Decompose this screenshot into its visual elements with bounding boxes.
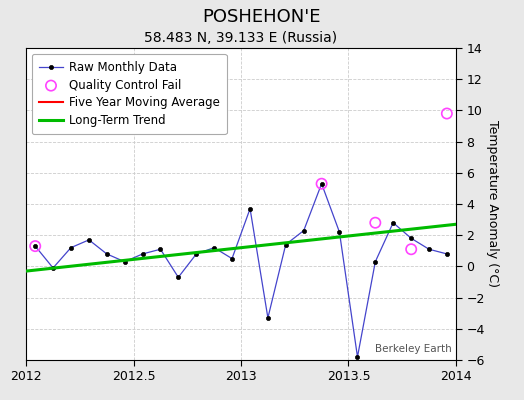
Quality Control Fail	[371, 220, 379, 226]
Raw Monthly Data	[211, 245, 217, 250]
Raw Monthly Data	[372, 259, 378, 264]
Raw Monthly Data	[104, 252, 110, 256]
Raw Monthly Data	[444, 252, 450, 256]
Text: POSHEHON'E: POSHEHON'E	[203, 8, 321, 26]
Raw Monthly Data	[282, 242, 289, 247]
Raw Monthly Data	[319, 181, 325, 186]
Raw Monthly Data	[426, 247, 432, 252]
Raw Monthly Data	[301, 228, 307, 233]
Y-axis label: Temperature Anomaly (°C): Temperature Anomaly (°C)	[486, 120, 498, 288]
Raw Monthly Data	[193, 252, 200, 256]
Raw Monthly Data	[354, 354, 361, 359]
Raw Monthly Data	[336, 230, 343, 234]
Raw Monthly Data	[157, 247, 163, 252]
Raw Monthly Data	[68, 245, 74, 250]
Raw Monthly Data	[139, 252, 146, 256]
Text: Berkeley Earth: Berkeley Earth	[375, 344, 452, 354]
Raw Monthly Data	[390, 220, 396, 225]
Title: 58.483 N, 39.133 E (Russia): 58.483 N, 39.133 E (Russia)	[145, 32, 337, 46]
Raw Monthly Data	[229, 256, 235, 261]
Raw Monthly Data	[175, 275, 181, 280]
Quality Control Fail	[443, 110, 451, 117]
Raw Monthly Data	[408, 236, 414, 241]
Raw Monthly Data	[32, 244, 38, 248]
Quality Control Fail	[407, 246, 416, 252]
Raw Monthly Data	[50, 266, 56, 270]
Raw Monthly Data	[86, 238, 92, 242]
Raw Monthly Data	[247, 206, 253, 211]
Line: Raw Monthly Data: Raw Monthly Data	[33, 182, 449, 359]
Legend: Raw Monthly Data, Quality Control Fail, Five Year Moving Average, Long-Term Tren: Raw Monthly Data, Quality Control Fail, …	[32, 54, 227, 134]
Quality Control Fail	[31, 243, 39, 249]
Raw Monthly Data	[265, 316, 271, 320]
Raw Monthly Data	[122, 259, 128, 264]
Quality Control Fail	[318, 180, 326, 187]
